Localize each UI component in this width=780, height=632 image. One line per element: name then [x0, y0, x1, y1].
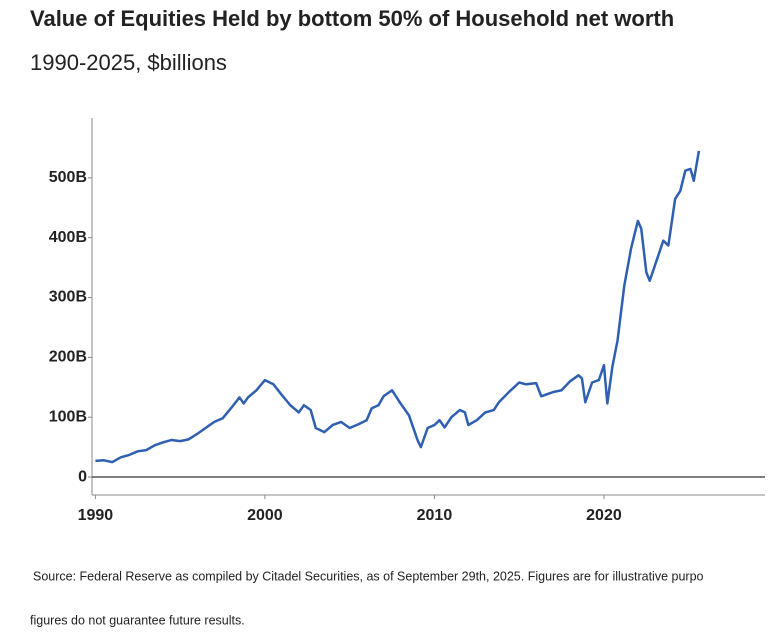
- y-tick-label: 100B: [49, 408, 87, 425]
- y-tick-label: 300B: [49, 289, 87, 306]
- y-tick-label: 400B: [49, 229, 87, 246]
- x-tick-label: 1990: [78, 507, 114, 524]
- chart-subtitle: 1990-2025, $billions: [30, 50, 227, 75]
- y-tick-label: 500B: [49, 169, 87, 186]
- x-tick-label: 2000: [247, 507, 283, 524]
- y-tick-label: 0: [78, 468, 87, 485]
- source-note: Source: Federal Reserve as compiled by C…: [33, 569, 704, 583]
- chart-title: Value of Equities Held by bottom 50% of …: [30, 6, 674, 31]
- y-tick-label: 200B: [49, 349, 87, 366]
- x-tick-label: 2010: [417, 507, 453, 524]
- x-tick-label: 2020: [586, 507, 622, 524]
- disclaimer: figures do not guarantee future results.: [30, 613, 245, 627]
- data-line: [95, 150, 701, 464]
